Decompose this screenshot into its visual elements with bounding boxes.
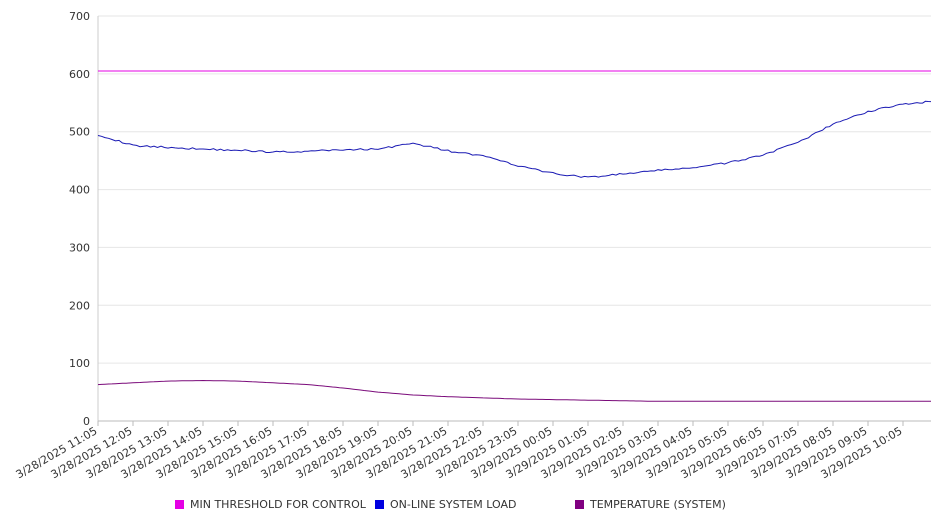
series-lines <box>97 70 932 402</box>
y-tick-label: 400 <box>69 184 90 197</box>
series-line-temperature-system <box>97 379 931 402</box>
gridlines <box>98 15 931 364</box>
legend-item-min-threshold: MIN THRESHOLD FOR CONTROL <box>175 498 366 511</box>
legend-label-system-load: ON-LINE SYSTEM LOAD <box>390 498 517 511</box>
y-tick-label: 600 <box>69 68 90 81</box>
legend-swatch-system-load <box>375 500 384 509</box>
y-tick-label: 100 <box>69 357 90 370</box>
legend-label-min-threshold: MIN THRESHOLD FOR CONTROL <box>190 498 366 511</box>
legend-item-system-load: ON-LINE SYSTEM LOAD <box>375 498 516 511</box>
y-tick-label: 300 <box>69 241 90 254</box>
legend-swatch-temperature <box>575 500 584 509</box>
y-tick-label: 0 <box>83 415 90 428</box>
y-tick-label: 500 <box>69 126 90 139</box>
y-tick-label: 200 <box>69 299 90 312</box>
legend: MIN THRESHOLD FOR CONTROL ON-LINE SYSTEM… <box>0 498 946 514</box>
x-tick-labels: 3/28/2025 11:053/28/2025 12:053/28/2025 … <box>14 424 905 481</box>
y-tick-label: 700 <box>69 10 90 23</box>
axes <box>97 16 931 426</box>
legend-item-temperature: TEMPERATURE (SYSTEM) <box>575 498 726 511</box>
y-tick-labels: 0 100 200 300 400 500 600 700 <box>69 10 90 428</box>
legend-label-temperature: TEMPERATURE (SYSTEM) <box>590 498 726 511</box>
legend-swatch-min-threshold <box>175 500 184 509</box>
series-line-on-line-system-load <box>97 100 932 178</box>
